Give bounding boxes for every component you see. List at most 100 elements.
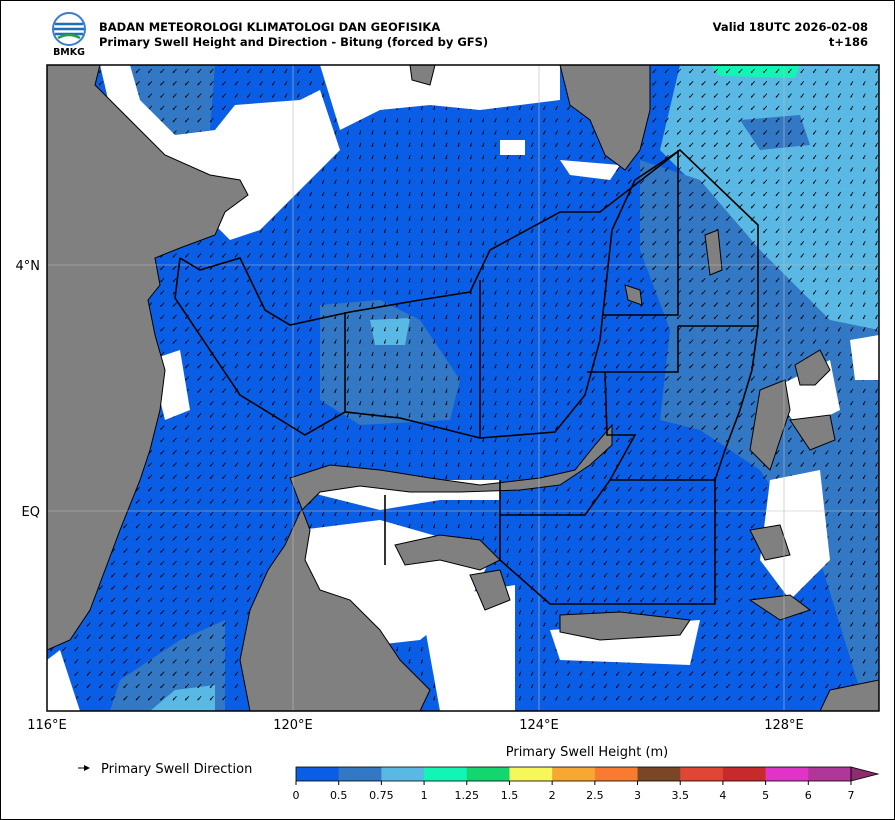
swell-arrowhead [726,169,729,172]
swell-arrowhead [813,255,815,258]
swell-arrowhead [172,107,175,110]
swell-arrowhead [788,144,790,147]
swell-arrowhead [506,157,509,160]
swell-arrowhead [603,194,606,196]
swell-arrowhead [531,415,533,418]
swell-arrowhead [838,169,840,172]
swell-arrowhead [664,452,667,455]
swell-arrowhead [322,415,324,418]
swell-arrowhead [470,132,472,135]
swell-arrowhead [346,390,349,393]
swell-arrowhead [346,255,349,258]
swell-arrowhead [800,169,803,172]
swell-arrowhead [470,390,472,393]
swell-arrowhead [579,476,582,479]
swell-arrowhead [482,218,485,221]
swell-arrowhead [616,304,618,307]
swell-arrowhead [652,71,655,73]
swell-arrowhead [875,292,878,295]
swell-arrowhead [788,230,790,233]
swell-arrowhead [616,317,618,319]
swell-arrowhead [738,292,741,295]
swell-arrowhead [234,95,237,98]
swell-arrowhead [197,292,200,295]
swell-arrowhead [284,243,287,246]
swell-arrowhead [850,71,853,73]
swell-arrowhead [272,366,274,369]
swell-arrowhead [628,501,631,504]
swell-arrowhead [738,476,741,479]
swell-arrowhead [751,230,753,233]
swell-arrowhead [371,464,374,467]
swell-arrowhead [738,489,741,492]
swell-arrowhead [875,194,878,196]
swell-arrowhead [689,230,692,233]
swell-arrowhead [825,489,828,492]
swell-arrowhead [616,501,618,504]
swell-arrowhead [247,267,250,270]
swell-arrowhead [470,341,472,344]
swell-arrowhead [172,292,175,295]
swell-arrowhead [197,280,200,283]
swell-arrowhead [850,181,853,184]
swell-arrowhead [652,107,655,110]
swell-arrowhead [664,218,667,221]
swell-arrowhead [160,95,163,98]
swell-arrowhead [850,427,853,430]
swell-arrowhead [616,378,618,381]
swell-arrowhead [640,452,643,455]
swell-arrowhead [284,280,287,283]
swell-arrowhead [689,107,692,110]
swell-arrowhead [222,489,225,492]
swell-arrowhead [309,317,312,319]
swell-arrowhead [185,304,187,307]
swell-arrowhead [603,452,606,455]
swell-arrowhead [421,181,423,184]
swell-arrowhead [788,353,790,356]
swell-arrowhead [247,366,250,369]
swell-arrowhead [579,132,582,135]
swell-arrowhead [185,452,187,455]
swell-arrowhead [628,427,631,430]
swell-arrowhead [284,292,287,295]
swell-arrowhead [185,378,187,381]
swell-arrowhead [838,390,840,393]
swell-arrowhead [726,157,729,160]
swell-arrowhead [800,194,803,196]
swell-arrowhead [482,243,485,246]
swell-arrowhead [234,366,237,369]
swell-arrowhead [763,169,766,172]
swell-arrowhead [445,341,448,344]
swell-arrowhead [689,329,692,332]
swell-arrowhead [259,280,262,283]
swell-arrowhead [359,169,362,172]
swell-arrowhead [763,464,766,467]
swell-arrowhead [346,427,349,430]
swell-arrowhead [458,452,460,455]
swell-arrowhead [518,353,521,356]
swell-arrowhead [408,181,411,184]
swell-arrowhead [850,206,853,209]
swell-arrowhead [543,489,545,492]
swell-arrowhead [726,206,729,209]
swell-arrowhead [751,255,753,258]
swell-arrowhead [172,452,175,455]
swell-arrowhead [408,390,411,393]
swell-arrowhead [518,501,521,504]
swell-arrowhead [445,452,448,455]
swell-arrowhead [664,489,667,492]
swell-arrowhead [677,476,679,479]
swell-arrowhead [334,255,337,258]
swell-arrowhead [458,206,460,209]
swell-arrowhead [309,513,312,516]
swell-arrowhead [726,476,729,479]
swell-arrowhead [714,440,716,442]
swell-arrowhead [701,476,704,479]
swell-arrowhead [543,403,545,406]
swell-arrowhead [579,255,582,258]
swell-arrowhead [470,304,472,307]
swell-arrowhead [322,501,324,504]
swell-arrowhead [322,292,324,295]
swell-arrowhead [371,243,374,246]
